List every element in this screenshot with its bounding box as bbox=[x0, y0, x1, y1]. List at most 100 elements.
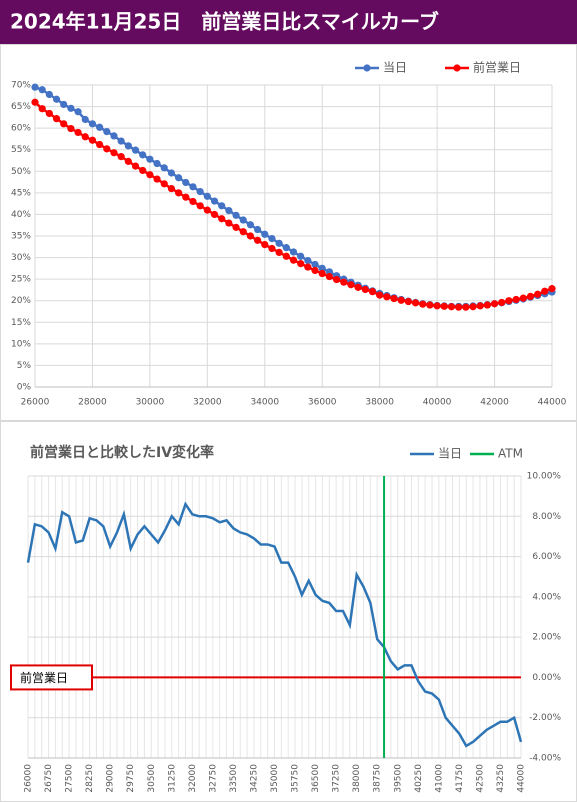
y-tick-label: 35% bbox=[11, 232, 31, 242]
marker bbox=[45, 90, 53, 99]
marker bbox=[347, 281, 355, 289]
y-tick-label: 20% bbox=[11, 296, 31, 306]
marker bbox=[541, 287, 549, 295]
marker bbox=[139, 151, 147, 159]
marker bbox=[146, 155, 154, 163]
x-tick-label: 40250 bbox=[414, 764, 424, 793]
marker bbox=[110, 132, 118, 140]
marker bbox=[146, 171, 154, 179]
marker bbox=[167, 184, 176, 193]
marker bbox=[462, 303, 470, 311]
marker bbox=[52, 95, 61, 103]
marker bbox=[483, 301, 491, 309]
marker bbox=[210, 197, 219, 205]
marker bbox=[124, 142, 132, 150]
x-tick-label: 28000 bbox=[78, 398, 107, 408]
marker bbox=[117, 137, 125, 145]
header-title: 2024年11月25日 前営業日比スマイルカーブ bbox=[10, 10, 439, 34]
marker bbox=[311, 266, 319, 275]
marker bbox=[426, 301, 434, 309]
y-tick-label: 10% bbox=[11, 339, 31, 349]
marker bbox=[38, 105, 46, 113]
y-tick-label: 15% bbox=[11, 318, 31, 328]
y-tick-label: 55% bbox=[11, 145, 31, 155]
legend-label: 当日 bbox=[383, 61, 407, 75]
x-tick-label: 30000 bbox=[136, 398, 165, 408]
marker bbox=[74, 128, 82, 137]
chart-title: 前営業日と比較したIV変化率 bbox=[30, 444, 214, 461]
marker bbox=[218, 202, 226, 210]
y-tick-label: 25% bbox=[11, 275, 31, 285]
marker bbox=[153, 159, 161, 168]
marker bbox=[38, 86, 46, 94]
x-tick-label: 32000 bbox=[188, 764, 198, 793]
marker bbox=[332, 275, 341, 284]
marker bbox=[182, 193, 190, 201]
marker bbox=[368, 288, 377, 296]
marker bbox=[160, 180, 168, 188]
marker bbox=[189, 183, 197, 191]
marker bbox=[210, 210, 219, 219]
y-tick-label: 70% bbox=[11, 81, 31, 91]
marker bbox=[253, 236, 262, 244]
marker bbox=[253, 225, 262, 234]
marker bbox=[96, 123, 104, 131]
marker bbox=[440, 302, 448, 310]
marker bbox=[160, 164, 168, 172]
marker bbox=[218, 215, 226, 223]
y-tick-label: 30% bbox=[11, 253, 31, 263]
marker bbox=[289, 248, 298, 256]
marker bbox=[103, 127, 111, 136]
marker bbox=[397, 296, 405, 304]
marker bbox=[383, 293, 391, 301]
x-tick-label: 26000 bbox=[24, 764, 34, 793]
marker bbox=[268, 234, 276, 243]
marker bbox=[117, 153, 125, 161]
marker bbox=[261, 241, 269, 249]
x-tick-label: 29000 bbox=[106, 764, 116, 793]
marker bbox=[60, 100, 68, 109]
y-tick-label: 60% bbox=[11, 124, 31, 134]
y-tick-label: 40% bbox=[11, 210, 31, 220]
marker bbox=[196, 202, 204, 210]
x-tick-label: 44000 bbox=[538, 398, 567, 408]
x-tick-label: 43250 bbox=[496, 764, 506, 793]
x-tick-label: 27500 bbox=[65, 764, 75, 793]
x-tick-label: 29750 bbox=[126, 764, 136, 793]
reference-label: 前営業日 bbox=[20, 670, 68, 685]
marker bbox=[31, 83, 39, 91]
marker bbox=[419, 300, 427, 308]
marker bbox=[246, 221, 255, 229]
x-tick-label: 36000 bbox=[308, 398, 337, 408]
x-tick-label: 42500 bbox=[475, 764, 485, 793]
marker bbox=[239, 228, 247, 236]
marker bbox=[31, 98, 39, 106]
marker bbox=[469, 303, 477, 311]
x-tick-label: 37250 bbox=[332, 764, 342, 793]
marker bbox=[67, 124, 75, 133]
marker bbox=[203, 192, 211, 200]
marker bbox=[167, 169, 176, 177]
marker bbox=[189, 197, 197, 206]
marker bbox=[182, 178, 190, 187]
x-tick-label: 28250 bbox=[85, 764, 95, 793]
y-tick-label: 8.00% bbox=[532, 512, 561, 522]
marker bbox=[534, 290, 542, 298]
y-tick-label: 4.00% bbox=[532, 592, 561, 602]
y-tick-label: 5% bbox=[17, 361, 32, 371]
marker bbox=[411, 299, 420, 307]
y-tick-label: 2.00% bbox=[532, 633, 561, 643]
marker bbox=[225, 206, 233, 215]
marker bbox=[131, 162, 140, 170]
marker bbox=[131, 146, 140, 154]
marker bbox=[282, 244, 290, 252]
marker bbox=[519, 294, 527, 302]
marker bbox=[498, 298, 506, 307]
marker bbox=[490, 300, 499, 308]
marker bbox=[225, 219, 233, 227]
marker bbox=[232, 223, 240, 231]
marker bbox=[297, 260, 305, 268]
marker bbox=[325, 272, 334, 281]
marker bbox=[526, 292, 535, 300]
